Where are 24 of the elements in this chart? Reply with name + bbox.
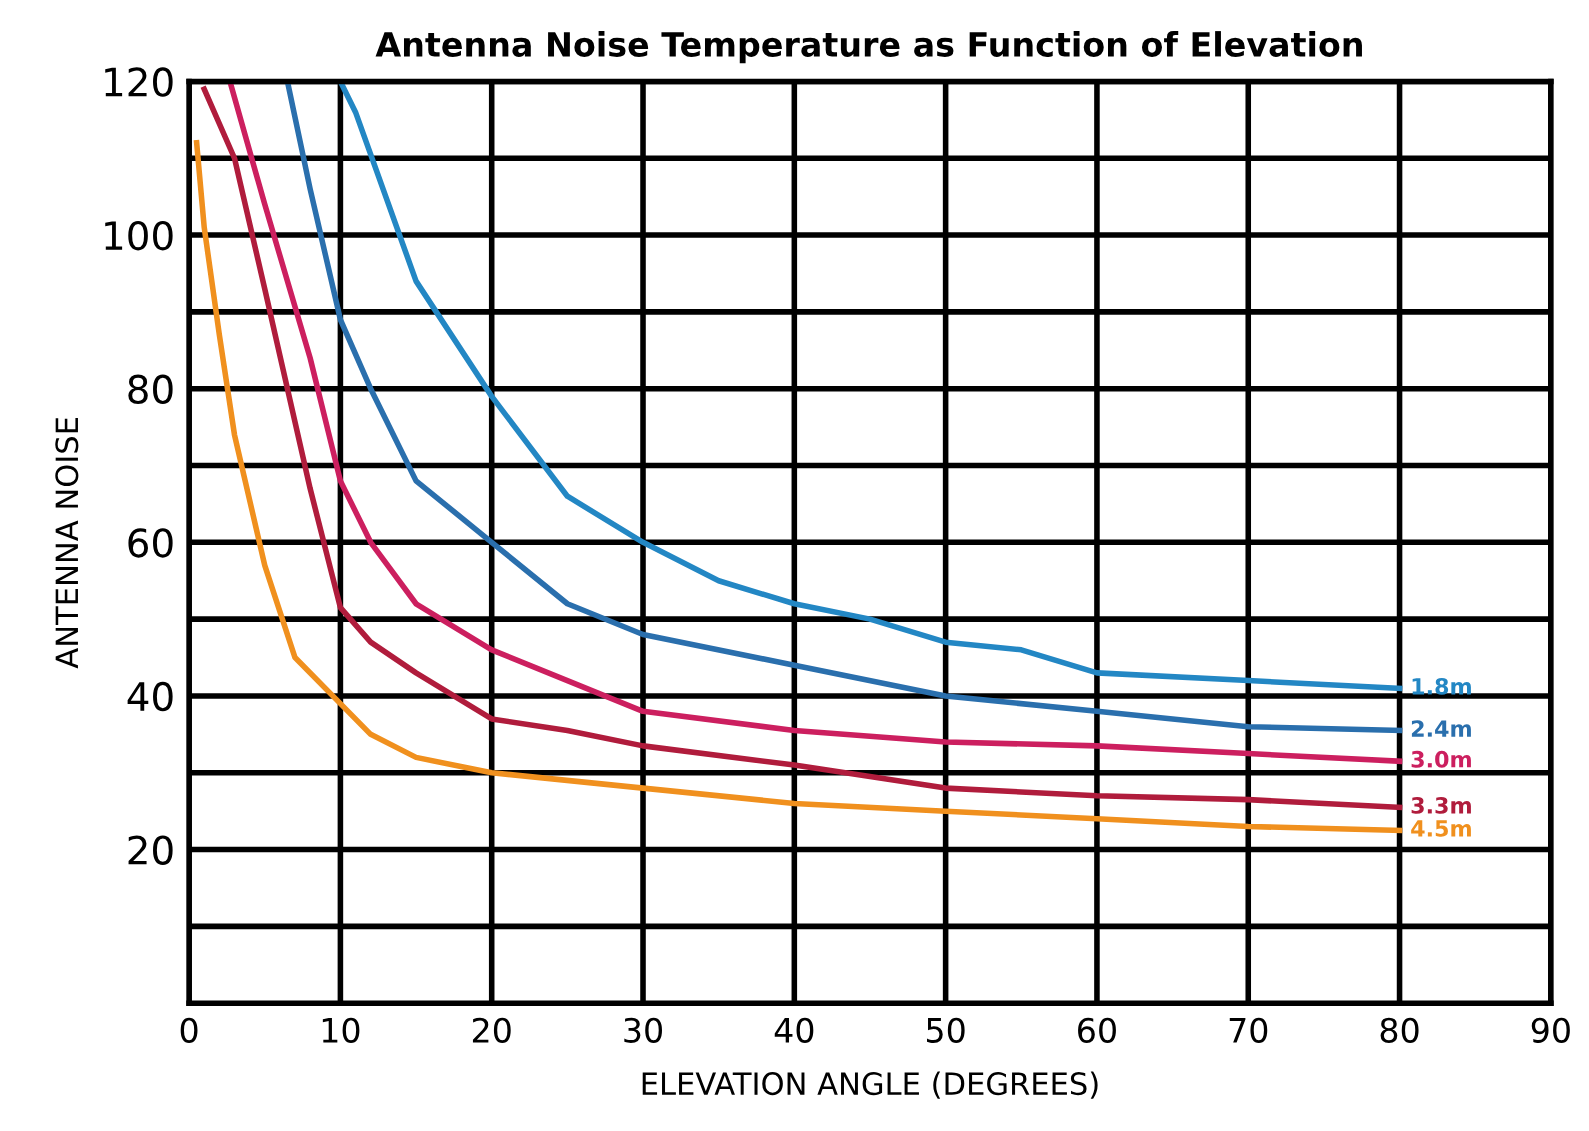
x-tick-label: 80 (1380, 1017, 1419, 1043)
x-tick-label: 50 (927, 1017, 965, 1043)
chart-title: Antenna Noise Temperature as Function of Elevation (375, 31, 1362, 64)
y-tick-label: 20 (128, 835, 173, 865)
series-label: 2.4m (1411, 720, 1471, 737)
x-tick-label: 90 (1531, 1017, 1570, 1043)
y-tick-label: 40 (127, 681, 173, 712)
series-label: 4.5m (1411, 820, 1471, 837)
series-label: 3.3m (1411, 796, 1471, 814)
x-tick-label: 60 (1078, 1017, 1116, 1043)
y-tick-label: 60 (128, 528, 173, 558)
y-tick-label: 100 (105, 220, 173, 251)
y-tick-label: 120 (105, 67, 173, 97)
x-axis-title: ELEVATION ANGLE (DEGREES) (642, 1071, 1098, 1099)
x-tick-label: 0 (180, 1017, 198, 1043)
x-tick-label: 10 (322, 1017, 360, 1043)
x-tick-label: 70 (1229, 1017, 1268, 1043)
x-tick-label: 40 (774, 1017, 814, 1043)
y-tick-label: 80 (128, 374, 173, 405)
series-label: 1.8m (1412, 677, 1471, 695)
x-tick-label: 30 (624, 1017, 663, 1043)
x-tick-label: 20 (472, 1017, 511, 1043)
y-axis-title: ANTENNA NOISE (55, 417, 79, 669)
series-label: 3.0m (1411, 750, 1471, 768)
